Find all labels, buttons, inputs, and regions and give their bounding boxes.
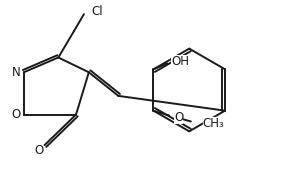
Text: O: O (11, 108, 21, 121)
Text: O: O (174, 111, 183, 124)
Text: CH₃: CH₃ (203, 117, 224, 130)
Text: N: N (12, 66, 20, 79)
Text: Cl: Cl (92, 5, 103, 18)
Text: O: O (34, 143, 43, 156)
Text: OH: OH (171, 55, 189, 68)
